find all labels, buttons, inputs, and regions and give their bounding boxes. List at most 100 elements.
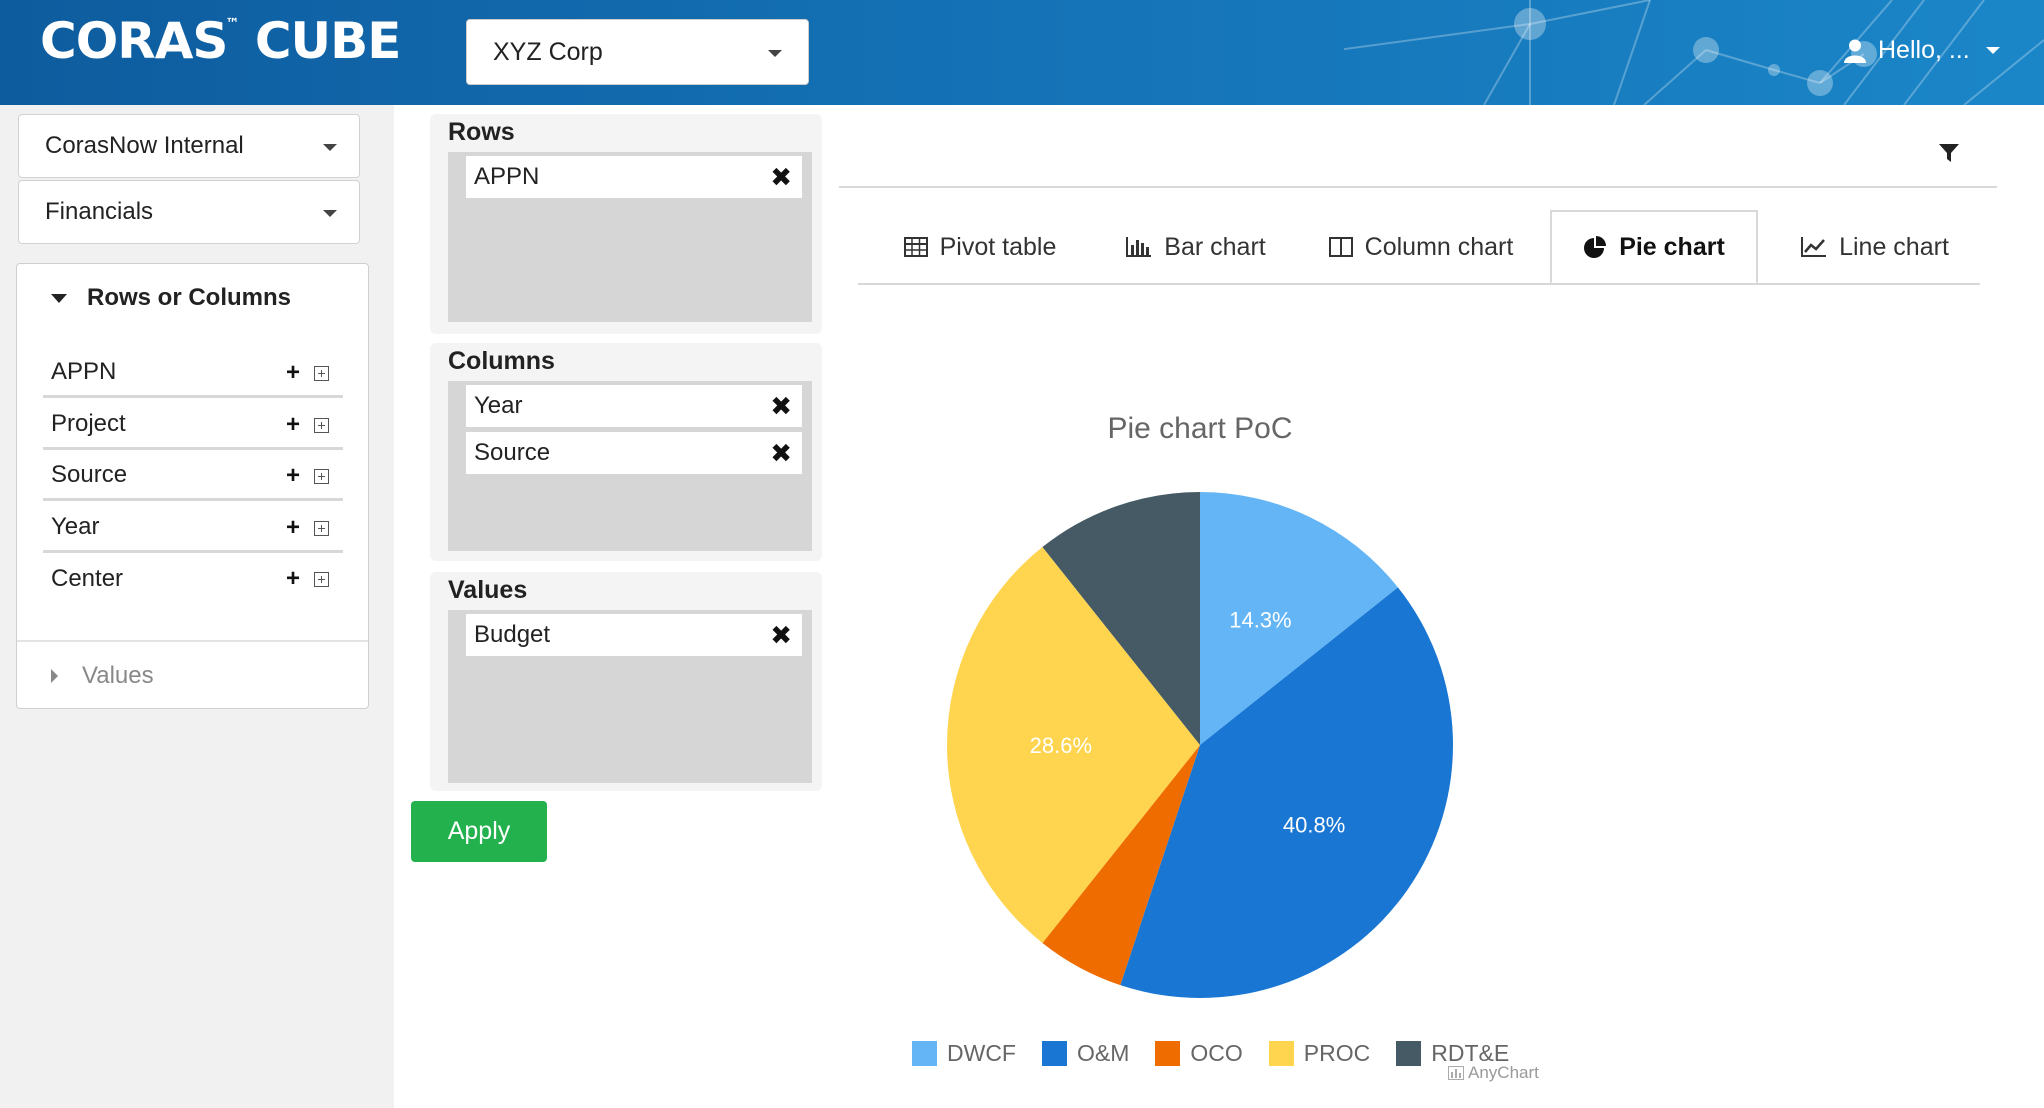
network-background-graphic — [1344, 0, 2044, 105]
pie-data-label: 40.8% — [1283, 813, 1345, 838]
divider — [17, 640, 368, 642]
legend-item-proc[interactable]: PROC — [1268, 1040, 1371, 1067]
app-header: CORAS™ CUBE XYZ Corp Hello, ... — [0, 0, 2044, 105]
legend-label: PROC — [1303, 1040, 1371, 1066]
values-zone: Values Budget ✖ — [430, 572, 822, 791]
workspace-select[interactable]: CorasNow Internal — [18, 114, 360, 178]
values-drop-area[interactable]: Budget ✖ — [448, 610, 812, 783]
remove-icon[interactable]: ✖ — [770, 620, 792, 650]
user-icon — [1844, 39, 1866, 63]
table-icon — [903, 237, 928, 257]
chart-credits[interactable]: AnyChart — [1448, 1063, 1539, 1083]
tab-label: Bar chart — [1164, 232, 1266, 261]
tab-column-chart[interactable]: Column chart — [1316, 210, 1526, 284]
legend-swatch — [1041, 1041, 1067, 1066]
pie-data-label: 28.6% — [1030, 733, 1092, 758]
chevron-down-icon — [768, 50, 782, 57]
chevron-down-icon — [323, 210, 337, 217]
chip-label: Year — [474, 392, 523, 419]
column-chart-icon — [1328, 237, 1353, 257]
plus-icon[interactable]: + — [285, 359, 300, 386]
tab-label: Column chart — [1364, 232, 1514, 261]
expand-box-icon[interactable] — [314, 468, 329, 484]
pie-slice-rdt-e[interactable] — [1042, 492, 1200, 745]
columns-chip-source[interactable]: Source ✖ — [466, 432, 802, 474]
user-menu[interactable]: Hello, ... — [1844, 36, 2000, 65]
field-item-year[interactable]: Year + — [43, 503, 343, 553]
tab-label: Pivot table — [939, 232, 1057, 261]
chevron-down-icon — [323, 144, 337, 151]
legend-label: OCO — [1190, 1040, 1243, 1066]
remove-icon[interactable]: ✖ — [770, 391, 792, 421]
field-label: APPN — [51, 357, 117, 385]
expand-box-icon[interactable] — [314, 417, 329, 433]
apply-button[interactable]: Apply — [411, 801, 547, 862]
remove-icon[interactable]: ✖ — [770, 162, 792, 192]
filter-icon[interactable] — [1938, 142, 1960, 164]
divider — [858, 283, 1980, 285]
field-label: Source — [51, 460, 128, 488]
pie-slice-dwcf[interactable] — [1200, 492, 1398, 745]
legend-label: DWCF — [947, 1040, 1016, 1066]
module-select[interactable]: Financials — [18, 180, 360, 244]
values-section-toggle[interactable]: Values — [51, 662, 154, 690]
credits-label: AnyChart — [1468, 1063, 1539, 1082]
values-chip-budget[interactable]: Budget ✖ — [466, 614, 802, 656]
field-list-panel: Rows or Columns APPN + Project + Source … — [16, 263, 369, 709]
columns-chip-year[interactable]: Year ✖ — [466, 385, 802, 427]
plus-icon[interactable]: + — [285, 565, 300, 592]
field-label: Project — [51, 409, 126, 437]
legend-item-o-m[interactable]: O&M — [1041, 1040, 1130, 1067]
plus-icon[interactable]: + — [285, 514, 300, 541]
chart-title: Pie chart PoC — [1107, 412, 1293, 445]
expand-box-icon[interactable] — [314, 571, 329, 587]
pie-slice-proc[interactable] — [947, 547, 1200, 943]
rows-drop-area[interactable]: APPN ✖ — [448, 152, 812, 322]
rows-zone: Rows APPN ✖ — [430, 114, 822, 334]
plus-icon[interactable]: + — [285, 411, 300, 438]
legend-swatch — [912, 1041, 937, 1066]
rows-columns-section-toggle[interactable]: Rows or Columns — [51, 284, 291, 312]
tab-line-chart[interactable]: Line chart — [1780, 210, 1970, 284]
chip-label: APPN — [474, 163, 540, 190]
anychart-logo-icon — [1448, 1066, 1464, 1080]
tab-label: Line chart — [1839, 232, 1949, 261]
legend-item-rdt-e[interactable]: RDT&E — [1396, 1040, 1509, 1067]
chip-label: Source — [474, 439, 551, 466]
caret-right-icon — [51, 669, 58, 683]
tab-pie-chart[interactable]: Pie chart — [1550, 210, 1758, 284]
legend-swatch — [1268, 1041, 1294, 1066]
tab-bar-chart[interactable]: Bar chart — [1106, 210, 1286, 284]
legend-label: O&M — [1076, 1040, 1130, 1066]
expand-box-icon[interactable] — [314, 365, 329, 381]
chip-label: Budget — [474, 621, 551, 648]
legend-item-dwcf[interactable]: DWCF — [912, 1040, 1016, 1067]
divider — [839, 186, 1997, 188]
legend-swatch — [1155, 1041, 1181, 1066]
rows-chip-appn[interactable]: APPN ✖ — [466, 156, 802, 198]
pie-slice-o-m[interactable] — [1120, 587, 1454, 998]
field-label: Year — [51, 512, 100, 540]
expand-box-icon[interactable] — [314, 520, 329, 536]
coras-cube-logo[interactable]: CORAS™ CUBE — [40, 12, 401, 70]
pie-slice-oco[interactable] — [1042, 745, 1200, 986]
company-select-value: XYZ Corp — [493, 37, 603, 66]
chart-legend: DWCF O&M OCO PROC RDT&E — [912, 1040, 1509, 1067]
rows-columns-heading: Rows or Columns — [87, 284, 292, 311]
user-greeting: Hello, ... — [1878, 36, 1970, 64]
columns-drop-area[interactable]: Year ✖ Source ✖ — [448, 381, 812, 551]
company-select[interactable]: XYZ Corp — [466, 19, 809, 85]
field-item-source[interactable]: Source + — [43, 451, 343, 501]
caret-down-icon — [51, 293, 67, 303]
remove-icon[interactable]: ✖ — [770, 438, 792, 468]
field-item-project[interactable]: Project + — [43, 400, 343, 450]
legend-item-oco[interactable]: OCO — [1155, 1040, 1243, 1067]
field-item-center[interactable]: Center + — [43, 554, 343, 604]
chevron-down-icon — [1985, 47, 2000, 54]
plus-icon[interactable]: + — [285, 462, 300, 489]
columns-zone-title: Columns — [448, 347, 555, 375]
tab-pivot-table[interactable]: Pivot table — [880, 210, 1080, 284]
field-item-appn[interactable]: APPN + — [43, 348, 343, 398]
values-zone-title: Values — [448, 576, 528, 604]
pie-data-label: 14.3% — [1229, 608, 1291, 633]
